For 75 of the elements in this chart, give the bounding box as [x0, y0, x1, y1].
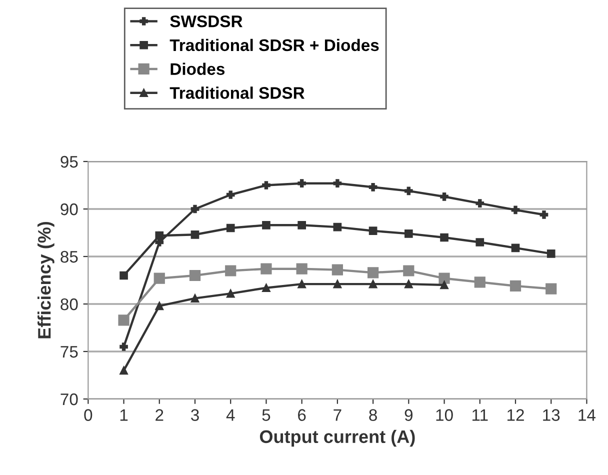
point	[333, 179, 342, 188]
point	[298, 280, 306, 288]
point	[298, 220, 306, 230]
point	[120, 366, 128, 375]
x-tick-label: 5	[262, 409, 270, 421]
point	[438, 272, 450, 284]
point	[118, 314, 130, 326]
x-tick-label: 13	[543, 409, 560, 421]
point	[440, 233, 448, 242]
point	[404, 280, 413, 288]
point	[540, 210, 548, 219]
point	[546, 283, 557, 294]
point	[440, 192, 448, 201]
y-tick-label: 75	[60, 346, 78, 358]
x-tick-label: 6	[298, 409, 306, 421]
point	[120, 271, 128, 280]
point	[226, 190, 235, 199]
point	[225, 265, 236, 276]
point	[190, 294, 200, 302]
x-tick-label: 4	[226, 409, 235, 421]
point	[154, 272, 165, 284]
point	[332, 264, 343, 276]
point	[226, 224, 235, 232]
point	[476, 199, 484, 208]
point	[120, 342, 128, 351]
point	[190, 204, 200, 214]
y-tick-label: 70	[60, 393, 78, 406]
y-tick-label: 90	[60, 203, 78, 216]
point	[189, 270, 201, 282]
x-tick-label: 8	[369, 409, 377, 421]
y-tick-label: 85	[60, 250, 78, 263]
point	[155, 231, 164, 240]
point	[190, 230, 200, 239]
x-tick-label: 7	[334, 409, 342, 421]
point	[296, 263, 308, 274]
point	[368, 226, 378, 236]
point	[404, 230, 413, 238]
x-tick-label: 3	[190, 409, 199, 421]
x-tick-label: 12	[508, 409, 524, 421]
point	[262, 284, 270, 292]
point	[155, 302, 164, 310]
point	[546, 249, 556, 258]
point	[474, 276, 486, 288]
x-axis-title: Output current (A)	[260, 430, 415, 447]
x-tick-label: 11	[472, 409, 488, 421]
point	[510, 280, 522, 292]
point	[333, 280, 342, 288]
x-tick-label: 2	[156, 409, 164, 421]
point	[367, 267, 379, 278]
x-tick-label: 10	[436, 409, 453, 421]
point	[262, 181, 270, 190]
point	[476, 238, 484, 246]
point	[403, 265, 414, 276]
y-tick-label: 95	[60, 156, 78, 168]
x-tick-label: 1	[120, 409, 128, 421]
point	[511, 206, 520, 214]
point	[511, 244, 520, 252]
x-tick-label: 14	[578, 409, 596, 421]
point	[368, 280, 378, 288]
point	[298, 179, 306, 188]
y-tick-label: 80	[60, 298, 78, 310]
x-tick-label: 9	[404, 409, 413, 421]
legend-label: SWSDSR	[170, 15, 242, 28]
point	[440, 280, 448, 290]
point	[333, 222, 342, 232]
point	[226, 289, 235, 298]
point	[368, 182, 378, 192]
legend-label: Diodes	[170, 62, 225, 75]
point	[404, 186, 413, 196]
point	[262, 220, 270, 230]
x-tick-label: 0	[84, 409, 92, 421]
legend-label: Traditional SDSR	[170, 86, 305, 99]
legend-label: Traditional SDSR + Diodes	[170, 38, 379, 52]
point	[260, 263, 272, 274]
y-axis-title: Efficiency (%)	[38, 222, 54, 338]
